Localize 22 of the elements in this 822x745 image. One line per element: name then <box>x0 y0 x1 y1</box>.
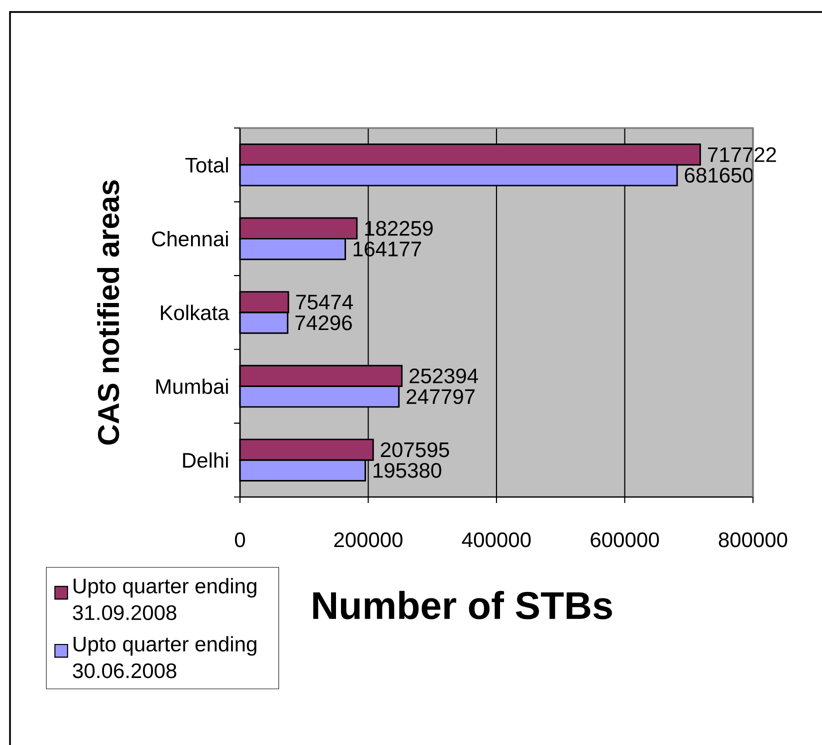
x-tick-label: 600000 <box>590 532 659 548</box>
y-tick-label: Chennai <box>152 230 228 246</box>
data-label: 195380 <box>374 462 442 478</box>
data-label: 74296 <box>295 315 352 330</box>
data-label: 247797 <box>406 389 475 404</box>
y-tick-label: Total <box>185 157 228 173</box>
data-label: 681650 <box>684 168 754 183</box>
data-label: 75474 <box>296 294 353 310</box>
x-tick-label: 200000 <box>334 532 402 548</box>
x-axis-title: Number of STBs <box>313 590 612 620</box>
data-label: 252394 <box>410 368 478 384</box>
y-tick-label: Delhi <box>183 452 228 468</box>
y-tick-label: Mumbai <box>156 378 228 394</box>
legend-label: Upto quarter ending 31.09.2008 <box>72 578 256 620</box>
data-label: 717722 <box>708 147 776 162</box>
data-label: 207595 <box>380 442 450 458</box>
y-tick-label: Kolkata <box>160 304 230 320</box>
x-tick-label: 800000 <box>718 532 788 548</box>
x-tick-label: 0 <box>234 532 246 548</box>
legend-label: Upto quarter ending 30.06.2008 <box>72 636 256 678</box>
y-axis-title: CAS notified areas <box>97 180 120 445</box>
x-tick-label: 400000 <box>462 532 531 548</box>
